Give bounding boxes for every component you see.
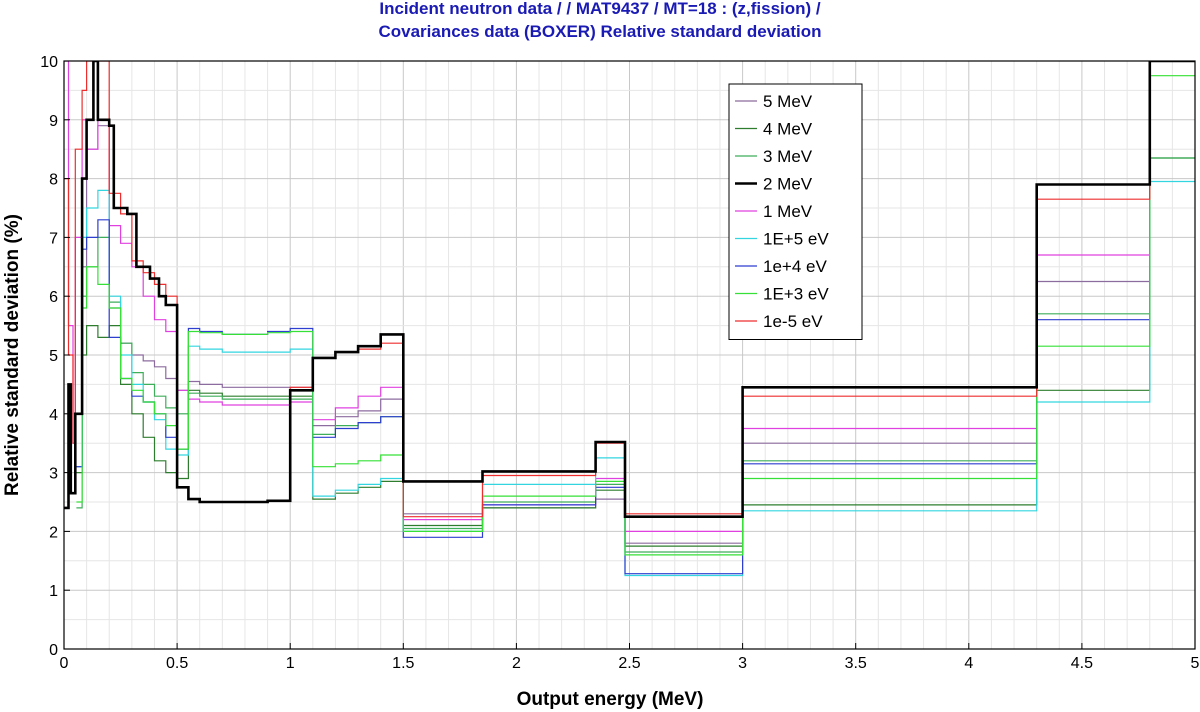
x-tick-label: 2.5 [618,655,640,672]
series-line-1e-5-ev [76,180,1195,577]
y-tick-label: 0 [49,642,58,659]
x-tick-label: 3 [738,655,747,672]
y-axis-label: Relative standard deviation (%) [2,214,23,496]
series-line-3-mev [76,157,1195,553]
y-tick-label: 7 [49,230,58,247]
x-tick-label: 1 [286,655,295,672]
legend-label: 1E+3 eV [763,285,829,304]
series-layer [64,61,1195,577]
y-tick-label: 2 [49,524,58,541]
y-tick-label: 6 [49,289,58,306]
legend-box [728,83,863,340]
legend-label: 1e-5 eV [763,312,823,331]
x-tick-label: 3.5 [845,655,867,672]
series-line-1e-3-ev [76,75,1195,556]
y-tick-label: 10 [40,54,58,71]
series-line-5-mev [76,61,1195,544]
y-tick-label: 5 [49,348,58,365]
axis-ticks: 0 0.5 1 1.5 2 2.5 3 3.5 4 4.5 5 0 1 2 3 4 5 6 7 8 9 10 [40,54,1199,672]
y-tick-label: 3 [49,466,58,483]
series-line-2-mev [64,61,1195,518]
x-tick-label: 5 [1191,655,1200,672]
x-tick-label: 0.5 [166,655,188,672]
x-tick-label: 4 [964,655,973,672]
legend-label: 5 MeV [763,92,813,111]
chart-title-line2: Covariances data (BOXER) Relative standa… [378,22,821,41]
x-tick-label: 2 [512,655,521,672]
y-tick-label: 9 [49,113,58,130]
series-line-1e-4-ev [76,61,1195,575]
legend-label: 1E+5 eV [763,230,829,249]
grid [63,60,1196,650]
legend: 5 MeV 4 MeV 3 MeV 2 MeV 1 MeV 1E+5 eV 1e+4 eV 1… [728,83,863,340]
x-tick-label: 0 [60,655,69,672]
legend-label: 4 MeV [763,120,813,139]
y-tick-label: 8 [49,172,58,189]
legend-label: 1 MeV [763,202,813,221]
y-tick-label: 4 [49,407,58,424]
chart-title-line1: Incident neutron data / / MAT9437 / MT=1… [379,0,821,18]
legend-label: 2 MeV [763,175,813,194]
x-tick-label: 1.5 [392,655,414,672]
y-tick-label: 1 [49,583,58,600]
legend-label: 1e+4 eV [763,257,827,276]
x-tick-label: 4.5 [1071,655,1093,672]
legend-label: 3 MeV [763,147,813,166]
x-axis-label: Output energy (MeV) [517,689,704,710]
